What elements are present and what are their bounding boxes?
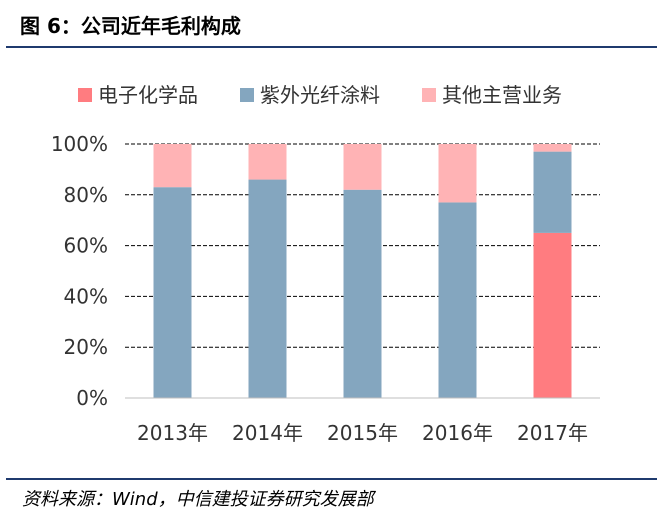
x-axis: 2013年 2014年 2015年 2016年 2017年 [125,397,600,445]
x-tick-label-2: 2015年 [327,421,398,445]
bar-2-series-1 [343,189,382,398]
legend-swatch-0 [78,88,92,102]
y-tick-label-2: 40% [64,284,108,308]
bars [153,144,572,398]
chart-title: 图 6：公司近年毛利构成 [20,14,241,38]
bar-2-series-2 [343,144,382,190]
bar-1-series-1 [248,179,287,398]
footer-divider [6,478,657,480]
bar-3-series-1 [438,202,477,398]
bar-4-series-1 [533,151,572,233]
x-tick-label-4: 2017年 [517,421,588,445]
y-tick-label-5: 100% [51,132,108,156]
y-tick-label-0: 0% [76,386,108,410]
legend: 电子化学品 紫外光纤涂料 其他主营业务 [78,83,562,107]
bar-4-series-2 [533,144,572,152]
bar-4-series-0 [533,232,572,398]
y-tick-label-4: 80% [64,183,108,207]
bar-1-series-2 [248,144,287,180]
stacked-bar-chart: 电子化学品 紫外光纤涂料 其他主营业务 0% 20% 40% 60% 80% 100% 201… [51,83,600,445]
legend-label-2: 其他主营业务 [442,83,562,107]
x-tick-label-3: 2016年 [422,421,493,445]
x-tick-label-0: 2013年 [137,421,208,445]
legend-swatch-1 [240,88,254,102]
y-axis: 0% 20% 40% 60% 80% 100% [51,132,108,410]
source-note: 资料来源：Wind，中信建投证券研究发展部 [22,489,374,510]
legend-swatch-2 [422,88,436,102]
bar-3-series-2 [438,144,477,203]
title-divider [6,46,657,48]
bar-0-series-1 [153,187,192,398]
legend-label-1: 紫外光纤涂料 [260,83,380,107]
bar-0-series-2 [153,144,192,188]
y-tick-label-3: 60% [64,234,108,258]
x-tick-label-1: 2014年 [232,421,303,445]
y-tick-label-1: 20% [64,335,108,359]
legend-label-0: 电子化学品 [98,83,198,107]
